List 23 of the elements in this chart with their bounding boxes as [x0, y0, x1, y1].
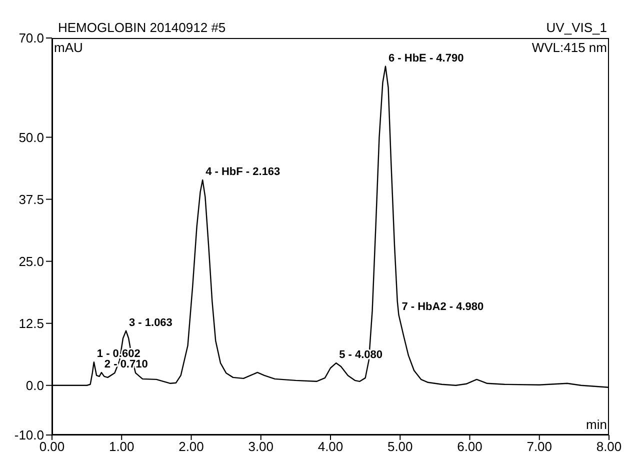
y-tick-label: 25.0	[18, 254, 44, 269]
x-tick-label: 6.00	[457, 439, 482, 454]
y-tick-label: 37.5	[18, 192, 44, 207]
x-axis-title: min	[586, 417, 607, 432]
x-tick-label: 1.00	[108, 439, 134, 454]
y-tick-label: 12.5	[18, 316, 44, 331]
text: UV_VIS_1	[546, 20, 607, 35]
x-tick-label: 7.00	[526, 439, 552, 454]
x-tick-label: 4.00	[318, 439, 344, 454]
x-tick-label: 5.00	[387, 439, 413, 454]
y-axis-title: mAU	[54, 40, 83, 55]
y-tick-label: 70.0	[18, 30, 44, 46]
annotation: WVL:415 nm	[532, 40, 607, 55]
x-tick-label: 8.00	[596, 439, 622, 454]
x-tick-label: 3.00	[248, 439, 274, 454]
y-tick-label: 50.0	[18, 130, 44, 145]
annotation: 4 - HbF - 2.163	[206, 166, 280, 178]
x-tick-label: 2.00	[178, 439, 204, 454]
chart-title: HEMOGLOBIN 20140912 #5	[58, 20, 226, 35]
annotation: 7 - HbA2 - 4.980	[402, 300, 484, 313]
annotation: 6 - HbE - 4.790	[388, 52, 464, 64]
y-tick-label: 0.0	[26, 378, 44, 393]
annotation: 3 - 1.063	[129, 316, 172, 329]
